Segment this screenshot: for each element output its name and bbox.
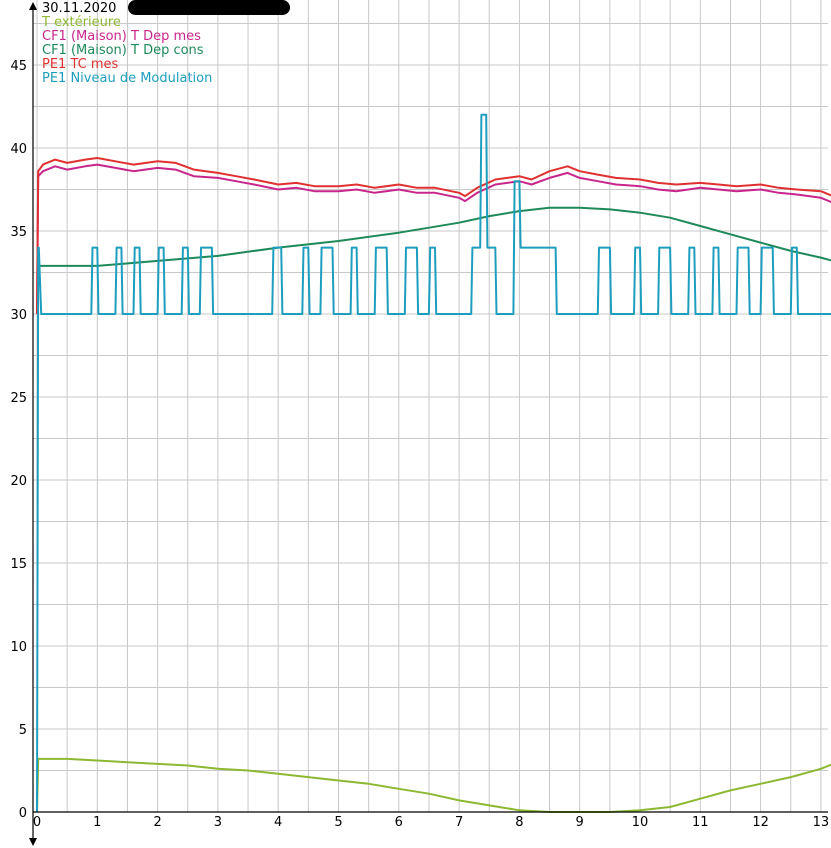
series-layer	[36, 113, 831, 813]
y-tick-label: 40	[10, 142, 27, 157]
legend-entry: CF1 (Maison) T Dep cons	[42, 43, 204, 58]
y-tick-label: 45	[10, 59, 27, 74]
x-tick-label: 12	[752, 815, 769, 830]
y-tick-label: 10	[10, 640, 27, 655]
series-line-3	[36, 157, 831, 315]
x-tick-label: 8	[515, 815, 523, 830]
x-tick-label: 3	[214, 815, 222, 830]
y-axis-arrow-down-icon	[29, 838, 37, 846]
series-line-1	[36, 163, 831, 315]
x-tick-label: 0	[33, 815, 41, 830]
x-tick-label: 2	[153, 815, 161, 830]
x-tick-label: 5	[334, 815, 342, 830]
series-line-4	[36, 113, 831, 813]
y-tick-label: 35	[10, 225, 27, 240]
x-tick-label: 6	[395, 815, 403, 830]
x-tick-label: 7	[455, 815, 463, 830]
y-tick-label: 30	[10, 308, 27, 323]
y-tick-label: 0	[19, 806, 27, 821]
legend-entry: T extérieure	[41, 15, 121, 30]
legend-entry: PE1 TC mes	[42, 57, 119, 72]
x-tick-label: 10	[632, 815, 649, 830]
x-tick-label: 4	[274, 815, 282, 830]
x-tick-label: 13	[813, 815, 830, 830]
y-tick-label: 5	[19, 723, 27, 738]
y-axis-arrow-up-icon	[29, 2, 37, 10]
legend-entry: CF1 (Maison) T Dep mes	[42, 29, 201, 44]
y-tick-label: 15	[10, 557, 27, 572]
grid	[33, 0, 828, 813]
chart-title: 30.11.2020	[42, 1, 116, 16]
legend-entry: PE1 Niveau de Modulation	[42, 71, 212, 86]
redacted-area	[128, 0, 290, 15]
y-tick-label: 20	[10, 474, 27, 489]
series-line-0	[36, 757, 831, 813]
x-tick-label: 9	[576, 815, 584, 830]
x-tick-label: 1	[93, 815, 101, 830]
axes	[29, 2, 828, 846]
y-tick-label: 25	[10, 391, 27, 406]
x-tick-label: 11	[692, 815, 709, 830]
